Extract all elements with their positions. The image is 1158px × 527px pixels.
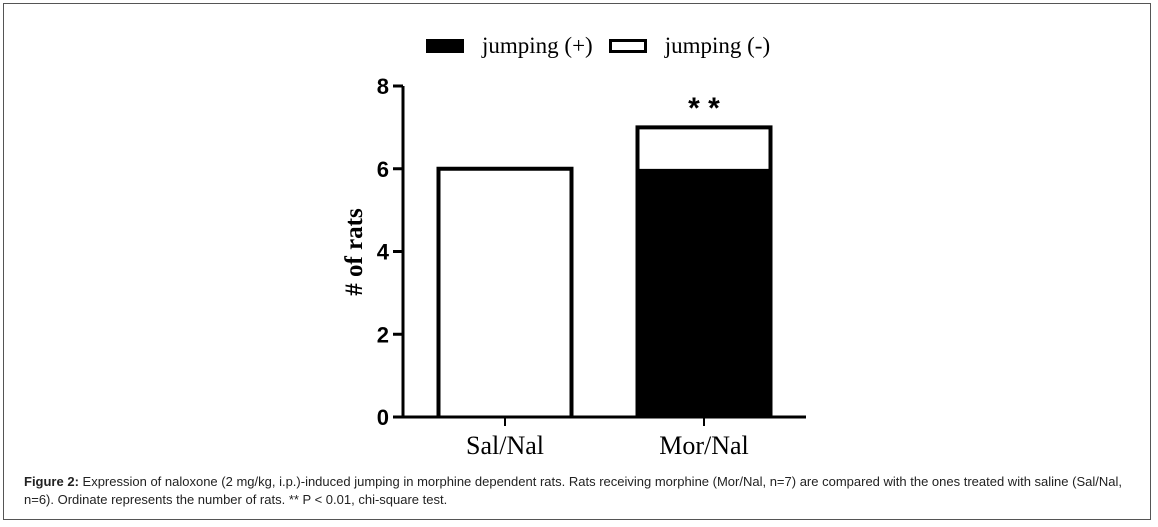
x-tick-label: Sal/Nal bbox=[466, 431, 544, 460]
legend-label-jumping-plus: jumping (+) bbox=[482, 33, 593, 58]
x-tick-label: Mor/Nal bbox=[659, 431, 749, 460]
y-tick-label: 8 bbox=[377, 74, 389, 99]
bar-outline-mornal bbox=[635, 125, 773, 417]
figure-frame bbox=[3, 3, 1151, 520]
legend-item-jumping-minus: jumping (-) bbox=[608, 33, 771, 59]
y-tick-label: 4 bbox=[377, 240, 390, 265]
legend-label-jumping-minus: jumping (-) bbox=[664, 33, 771, 58]
bar-mornal-series-1 bbox=[637, 127, 771, 169]
bar-chart: Sal/Nal Mor/Nal 0 2 4 6 8 # of rats * * bbox=[341, 74, 806, 460]
bar-mornal-series-0 bbox=[637, 168, 771, 417]
y-tick-label: 6 bbox=[377, 157, 389, 182]
chart-legend: jumping (+) jumping (-) bbox=[426, 30, 786, 62]
significance-annotation: * * bbox=[688, 92, 720, 125]
y-tick-label: 2 bbox=[377, 322, 389, 347]
legend-item-jumping-plus: jumping (+) bbox=[426, 33, 593, 59]
bar-salnal-series-1 bbox=[438, 168, 572, 417]
legend-swatch-jumping-plus bbox=[426, 39, 464, 53]
figure-caption: Figure 2: Expression of naloxone (2 mg/k… bbox=[24, 473, 1139, 509]
bar-outline-salnal bbox=[436, 166, 574, 417]
legend-swatch-jumping-minus bbox=[608, 39, 647, 53]
caption-text: Expression of naloxone (2 mg/kg, i.p.)-i… bbox=[24, 474, 1122, 507]
y-tick-label: 0 bbox=[377, 405, 389, 430]
caption-label: Figure 2: bbox=[24, 474, 79, 489]
y-axis-label: # of rats bbox=[341, 208, 368, 296]
